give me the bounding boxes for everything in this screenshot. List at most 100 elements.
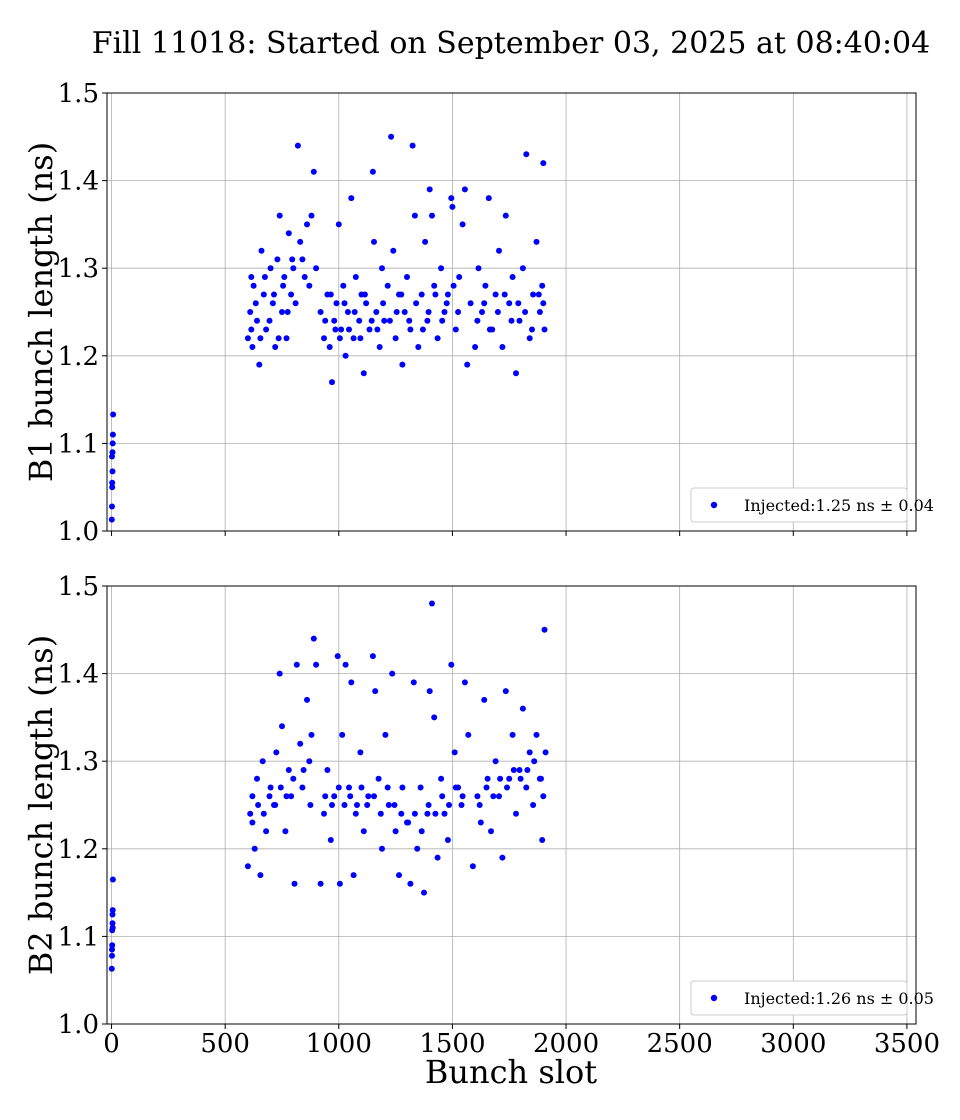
data-point-b1 bbox=[256, 361, 263, 368]
data-point-b1 bbox=[269, 300, 276, 307]
data-point-b1 bbox=[461, 186, 468, 193]
legend-b2: Injected:1.26 ns ± 0.05 bbox=[690, 980, 934, 1016]
data-point-b1 bbox=[426, 186, 433, 193]
data-point-b1 bbox=[360, 370, 367, 377]
data-point-b1 bbox=[260, 291, 267, 298]
data-point-b1 bbox=[438, 265, 445, 272]
data-point-b2 bbox=[517, 775, 524, 782]
data-point-b2 bbox=[273, 749, 280, 756]
data-point-b1 bbox=[432, 291, 439, 298]
data-point-b1 bbox=[519, 265, 526, 272]
data-point-b1 bbox=[464, 361, 471, 368]
data-point-b2 bbox=[108, 965, 115, 972]
legend-box-b1 bbox=[690, 487, 908, 523]
data-point-b1 bbox=[479, 309, 485, 315]
data-point-b1 bbox=[508, 317, 515, 324]
data-point-b1 bbox=[276, 212, 283, 219]
data-point-b1 bbox=[289, 256, 296, 263]
data-point-b1 bbox=[333, 300, 340, 307]
data-point-b2 bbox=[329, 802, 335, 808]
data-point-b2 bbox=[431, 714, 438, 721]
data-point-b1 bbox=[297, 238, 304, 245]
data-point-b2 bbox=[405, 819, 412, 826]
data-point-b1 bbox=[266, 317, 273, 324]
data-point-b1 bbox=[415, 344, 422, 350]
data-point-b1 bbox=[109, 468, 116, 475]
data-point-b2 bbox=[399, 784, 406, 791]
data-point-b1 bbox=[109, 440, 116, 447]
data-point-b1 bbox=[366, 326, 373, 333]
data-point-b1 bbox=[254, 317, 260, 324]
data-point-b1 bbox=[327, 291, 334, 298]
data-point-b1 bbox=[284, 309, 291, 315]
data-point-b1 bbox=[474, 317, 481, 324]
data-point-b1 bbox=[280, 282, 287, 289]
data-point-b2 bbox=[396, 872, 402, 879]
data-point-b2 bbox=[490, 793, 497, 800]
data-point-b1 bbox=[388, 133, 395, 140]
data-point-b2 bbox=[249, 793, 256, 800]
data-point-b1 bbox=[539, 282, 546, 289]
data-point-b1 bbox=[248, 274, 255, 280]
data-point-b1 bbox=[472, 344, 479, 350]
data-point-b1 bbox=[380, 300, 387, 307]
plot-frame-b2 bbox=[106, 585, 917, 1025]
data-point-b2 bbox=[531, 758, 538, 765]
data-point-b2 bbox=[310, 635, 317, 642]
data-point-b2 bbox=[254, 775, 260, 782]
data-point-b1 bbox=[342, 352, 349, 359]
data-point-b1 bbox=[108, 516, 115, 523]
data-point-b1 bbox=[247, 309, 254, 315]
data-point-b1 bbox=[299, 256, 306, 263]
data-point-b2 bbox=[504, 784, 510, 791]
data-point-b2 bbox=[391, 802, 398, 808]
data-point-b1 bbox=[494, 309, 501, 315]
data-point-b2 bbox=[369, 653, 376, 660]
data-point-b1 bbox=[419, 326, 426, 333]
data-point-b1 bbox=[348, 195, 355, 202]
data-point-b2 bbox=[247, 810, 254, 817]
data-point-b2 bbox=[492, 758, 499, 765]
data-point-b2 bbox=[407, 880, 414, 887]
data-point-b1 bbox=[439, 317, 446, 324]
y-tick-label-b2: 1.2 bbox=[58, 835, 99, 865]
data-point-b1 bbox=[429, 212, 435, 219]
x-tick-label: 0 bbox=[103, 1029, 120, 1059]
data-point-b2 bbox=[249, 819, 256, 826]
data-point-b1 bbox=[368, 317, 375, 324]
data-point-b2 bbox=[452, 784, 459, 791]
data-point-b1 bbox=[482, 282, 489, 289]
x-tick-label: 1500 bbox=[419, 1029, 485, 1059]
data-point-b2 bbox=[414, 845, 421, 852]
x-axis-label: Bunch slot bbox=[425, 1053, 597, 1091]
data-point-b1 bbox=[272, 344, 279, 350]
data-point-b1 bbox=[486, 326, 493, 333]
data-point-b2 bbox=[335, 784, 342, 791]
data-point-b1 bbox=[275, 335, 282, 342]
y-tick-label-b1: 1.3 bbox=[58, 254, 99, 284]
data-point-b1 bbox=[390, 247, 397, 254]
data-point-b2 bbox=[502, 688, 509, 695]
data-point-b1 bbox=[529, 326, 535, 333]
y-axis-label-b1: B1 bunch length (ns) bbox=[22, 142, 60, 482]
data-point-b2 bbox=[523, 784, 530, 791]
data-point-b1 bbox=[258, 247, 265, 254]
grid-b2 bbox=[107, 585, 916, 1025]
data-point-b2 bbox=[446, 802, 452, 808]
data-point-b1 bbox=[341, 300, 348, 307]
data-point-b1 bbox=[279, 309, 285, 315]
data-point-b1 bbox=[335, 221, 342, 228]
data-point-b2 bbox=[429, 600, 435, 607]
data-point-b1 bbox=[290, 265, 297, 272]
data-point-b1 bbox=[357, 335, 364, 342]
data-point-b1 bbox=[331, 317, 338, 324]
legend-label-b1: Injected:1.25 ns ± 0.04 bbox=[744, 496, 934, 515]
data-point-b1 bbox=[326, 344, 333, 350]
data-point-b1 bbox=[322, 317, 329, 324]
data-point-b1 bbox=[285, 230, 292, 237]
data-point-b2 bbox=[469, 863, 476, 870]
data-point-b1 bbox=[536, 309, 543, 315]
data-point-b2 bbox=[510, 767, 517, 773]
x-tick-label: 500 bbox=[200, 1029, 250, 1059]
data-point-b1 bbox=[456, 274, 463, 280]
